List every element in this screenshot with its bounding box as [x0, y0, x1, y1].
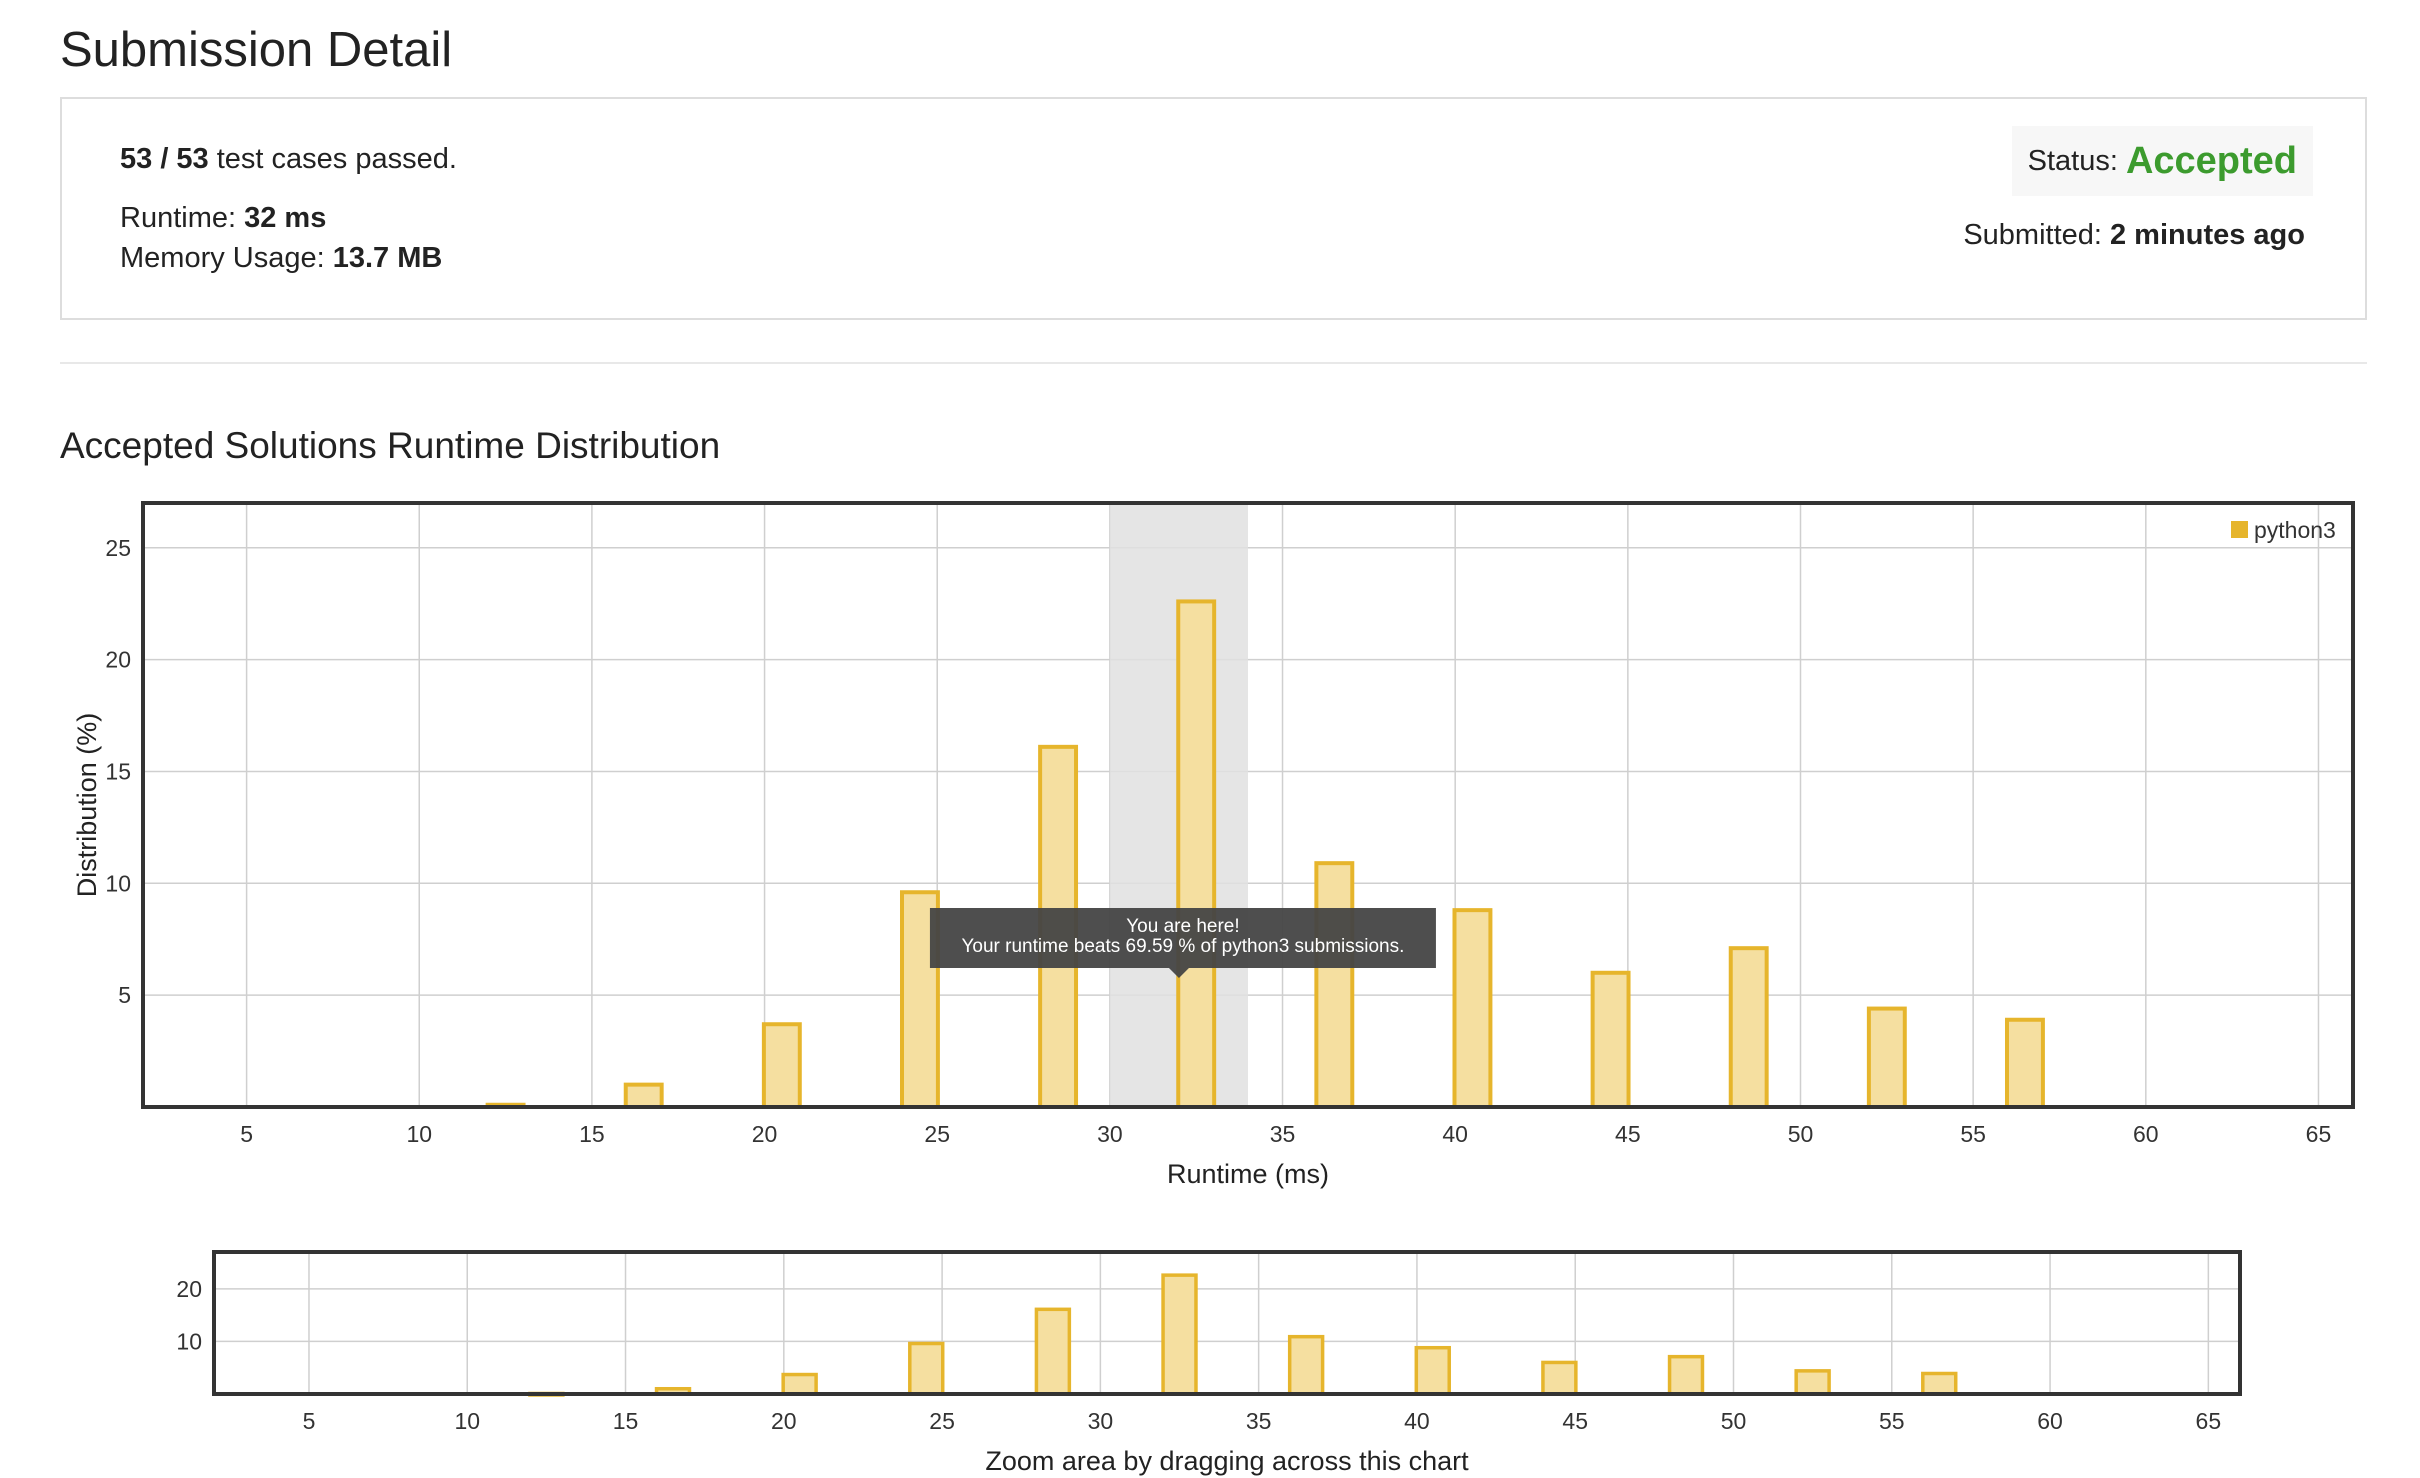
- x-tick-label: 30: [1097, 1121, 1123, 1147]
- bar[interactable]: [1287, 1334, 1325, 1396]
- y-tick-label: 15: [105, 758, 131, 784]
- x-tick-label: 30: [1088, 1408, 1114, 1434]
- submitted-value: 2 minutes ago: [2110, 219, 2305, 251]
- chart-legend[interactable]: python3: [2229, 517, 2336, 543]
- x-tick-label: 40: [1404, 1408, 1430, 1434]
- y-axis-label: Distribution (%): [72, 713, 102, 898]
- page-title: Submission Detail: [60, 23, 453, 77]
- x-tick-label: 5: [240, 1121, 253, 1147]
- x-tick-label: 15: [579, 1121, 605, 1147]
- x-tick-label: 60: [2133, 1121, 2159, 1147]
- x-axis-label: Runtime (ms): [1167, 1159, 1329, 1189]
- status-value[interactable]: Accepted: [2125, 139, 2297, 182]
- x-tick-label: 35: [1270, 1121, 1296, 1147]
- section-title: Accepted Solutions Runtime Distribution: [60, 425, 721, 466]
- bar[interactable]: [1034, 1307, 1072, 1396]
- x-tick-label: 50: [1788, 1121, 1814, 1147]
- x-tick-label: 40: [1442, 1121, 1468, 1147]
- x-tick-label: 20: [752, 1121, 778, 1147]
- submission-summary-box: 53 / 53 test cases passed. Runtime: 32 m…: [60, 97, 2367, 320]
- x-tick-label: 45: [1562, 1408, 1588, 1434]
- runtime-line: Runtime: 32 ms: [120, 202, 326, 235]
- bar[interactable]: [1314, 861, 1355, 1109]
- test-cases-passed-count: 53 / 53: [120, 143, 209, 175]
- test-cases-passed-text: test cases passed.: [208, 143, 457, 175]
- x-tick-label: 10: [406, 1121, 432, 1147]
- test-cases-line: 53 / 53 test cases passed.: [120, 143, 457, 176]
- bar[interactable]: [781, 1372, 818, 1396]
- bar[interactable]: [1728, 946, 1769, 1110]
- bar[interactable]: [761, 1022, 802, 1109]
- x-tick-label: 35: [1246, 1408, 1272, 1434]
- x-tick-label: 65: [2196, 1408, 2222, 1434]
- x-tick-label: 55: [1879, 1408, 1905, 1434]
- y-tick-label: 20: [105, 647, 131, 673]
- status-badge: Status: Accepted: [2011, 126, 2313, 196]
- runtime-value: 32 ms: [244, 202, 327, 234]
- x-tick-label: 45: [1615, 1121, 1641, 1147]
- bar[interactable]: [1541, 1360, 1578, 1396]
- x-tick-label: 15: [613, 1408, 639, 1434]
- bar[interactable]: [1866, 1006, 1907, 1109]
- x-tick-label: 25: [924, 1121, 950, 1147]
- x-tick-label: 60: [2037, 1408, 2063, 1434]
- legend-swatch-python3[interactable]: [2229, 519, 2250, 540]
- memory-label: Memory Usage:: [120, 242, 333, 274]
- bar[interactable]: [1414, 1345, 1451, 1396]
- legend-label-python3[interactable]: python3: [2254, 517, 2336, 543]
- bar[interactable]: [1176, 599, 1217, 1109]
- bar[interactable]: [1794, 1369, 1831, 1396]
- y-tick-label: 10: [176, 1328, 202, 1354]
- status-label: Status:: [2027, 144, 2118, 177]
- y-tick-label: 20: [176, 1276, 202, 1302]
- runtime-label: Runtime:: [120, 202, 245, 234]
- bar[interactable]: [1590, 970, 1631, 1109]
- bar[interactable]: [908, 1341, 945, 1396]
- x-tick-label: 5: [303, 1408, 316, 1434]
- x-tick-label: 25: [929, 1408, 955, 1434]
- zoom-instruction-caption: Zoom area by dragging across this chart: [985, 1446, 1469, 1476]
- y-tick-label: 25: [105, 535, 131, 561]
- bar[interactable]: [623, 1082, 664, 1110]
- tooltip-line-2: Your runtime beats 69.59 % of python3 su…: [961, 936, 1404, 957]
- bar[interactable]: [2004, 1017, 2045, 1109]
- bar[interactable]: [1921, 1371, 1958, 1396]
- y-tick-label: 10: [105, 870, 131, 896]
- x-tick-label: 20: [771, 1408, 797, 1434]
- plot-area-frame: [141, 501, 2355, 1109]
- x-tick-label: 10: [454, 1408, 480, 1434]
- tooltip-line-1: You are here!: [1126, 916, 1239, 937]
- x-tick-label: 55: [1960, 1121, 1986, 1147]
- zoom-navigator-chart[interactable]: 5 10 15 20 25 30 35 40 45 50 55 60 65 10 20 Zoom area…: [0, 1240, 2420, 1478]
- x-tick-label: 65: [2306, 1121, 2332, 1147]
- divider: [60, 362, 2367, 364]
- x-tick-label: 50: [1721, 1408, 1747, 1434]
- runtime-distribution-chart[interactable]: 5 10 15 20 25 30 35 40 45 50 55 60 65 5 10 15 20 25 Runt…: [0, 490, 2420, 1210]
- y-tick-label: 5: [118, 982, 131, 1008]
- bar[interactable]: [1452, 908, 1493, 1109]
- navigator-frame: [212, 1250, 2242, 1396]
- memory-value: 13.7 MB: [332, 242, 443, 274]
- submitted-label: Submitted:: [1963, 219, 2110, 251]
- tooltip-background: [929, 908, 1436, 978]
- submitted-line: Submitted: 2 minutes ago: [1963, 219, 2305, 252]
- runtime-tooltip: You are here! Your runtime beats 69.59 %…: [929, 908, 1436, 978]
- memory-line: Memory Usage: 13.7 MB: [120, 242, 442, 275]
- bar[interactable]: [1667, 1354, 1705, 1396]
- bar[interactable]: [1161, 1273, 1198, 1396]
